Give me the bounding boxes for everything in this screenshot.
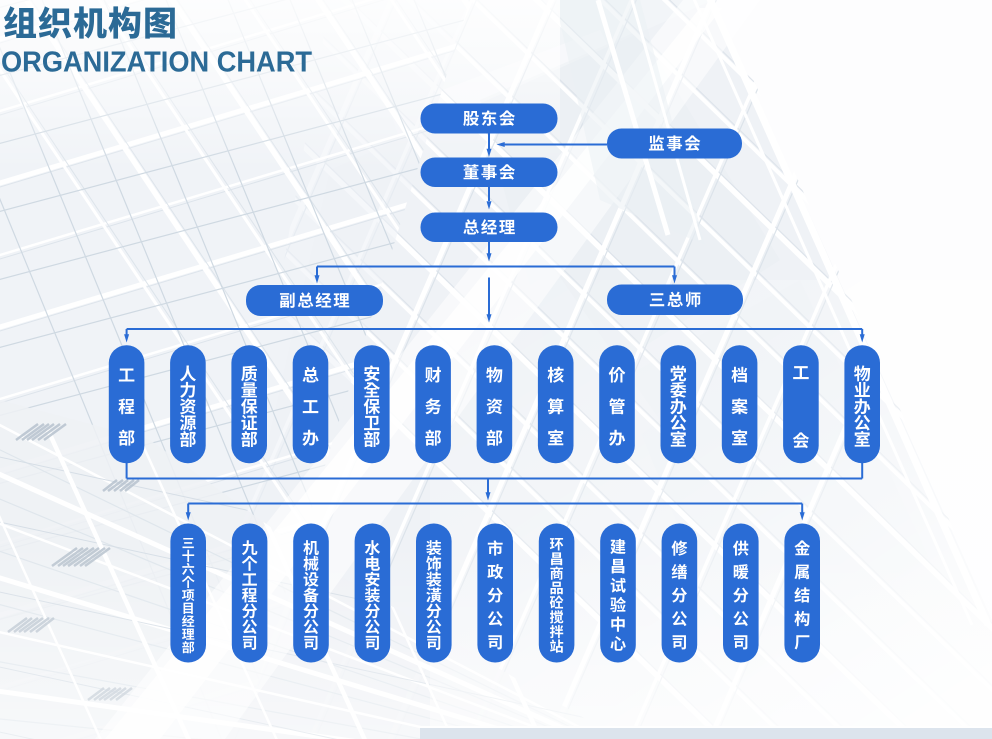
svg-text:ORGANIZATION CHART: ORGANIZATION CHART — [1, 47, 312, 79]
